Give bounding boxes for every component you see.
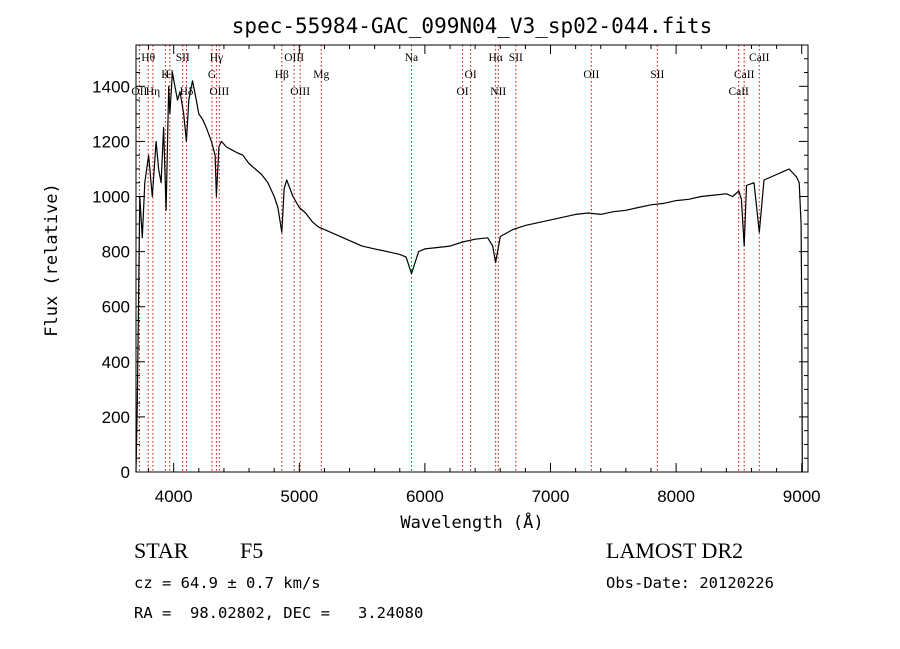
line-label: SII	[650, 69, 664, 81]
line-label: Hβ	[275, 69, 289, 81]
subclass: F5	[240, 538, 264, 563]
coordinates: RA = 98.02802, DEC = 3.24080	[134, 604, 424, 622]
y-tick-label: 200	[102, 408, 130, 427]
survey-name: LAMOST DR2	[606, 538, 744, 563]
x-axis-label: Wavelength (Å)	[400, 511, 543, 533]
line-label: OII	[131, 86, 147, 98]
y-tick-label: 1200	[92, 132, 130, 151]
line-labels: HθOIIHηHKSIIHδHγGOIIIOIIIHβOIIIMgNaOIOIH…	[131, 52, 769, 98]
chart-title: spec-55984-GAC_099N04_V3_sp02-044.fits	[232, 14, 712, 38]
x-tick-label: 6000	[406, 487, 444, 506]
y-tick-label: 800	[102, 243, 130, 262]
line-label: OIII	[209, 86, 229, 98]
line-label: Na	[405, 52, 418, 64]
y-tick-label: 1400	[92, 77, 130, 96]
line-label: G	[208, 69, 216, 81]
line-label: OII	[583, 69, 599, 81]
x-tick-label: 8000	[657, 487, 695, 506]
line-label: CaII	[728, 86, 749, 98]
line-label: Hγ	[210, 52, 223, 64]
spectrum-line	[135, 71, 803, 473]
x-tick-label: 9000	[783, 487, 821, 506]
y-tick-label: 600	[102, 298, 130, 317]
x-tick-label: 5000	[280, 487, 318, 506]
line-label: Mg	[313, 69, 329, 81]
object-class: STAR	[134, 538, 189, 563]
line-label: SII	[176, 52, 190, 64]
line-label: OIII	[290, 86, 310, 98]
line-label: K	[161, 69, 170, 81]
line-label: SII	[509, 52, 523, 64]
y-tick-label: 0	[121, 463, 130, 482]
line-label: CaII	[734, 69, 755, 81]
x-axis: 4000 5000 6000 7000 8000 9000	[148, 45, 821, 506]
y-axis: 0 200 400 600 800 1000 1200 1400	[92, 44, 808, 482]
line-label: NII	[490, 86, 506, 98]
line-label: OIII	[284, 52, 304, 64]
line-label: CaII	[749, 52, 770, 64]
x-tick-label: 4000	[155, 487, 193, 506]
line-label: OI	[457, 86, 469, 98]
line-label: OI	[465, 69, 477, 81]
x-tick-label: 7000	[532, 487, 570, 506]
line-label: Hη	[146, 86, 160, 98]
line-markers	[138, 45, 760, 472]
plot-frame	[135, 44, 809, 473]
y-tick-label: 400	[102, 353, 130, 372]
observation-date: Obs-Date: 20120226	[606, 574, 774, 592]
line-label: H	[166, 69, 174, 81]
y-axis-label: Flux (relative)	[42, 183, 62, 337]
line-label: Hθ	[141, 52, 155, 64]
y-tick-label: 1000	[92, 188, 130, 207]
redshift-cz: cz = 64.9 ± 0.7 km/s	[134, 574, 321, 592]
line-label: Hα	[488, 52, 502, 64]
